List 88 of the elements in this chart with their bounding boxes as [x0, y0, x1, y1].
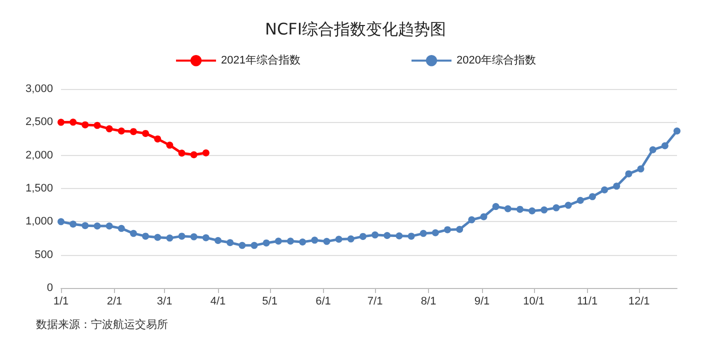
y-tick-label: 2,000: [25, 149, 53, 162]
point: [468, 216, 476, 224]
point: [106, 125, 113, 132]
point: [106, 222, 113, 230]
point: [408, 232, 415, 240]
point: [661, 142, 668, 150]
point: [588, 193, 596, 200]
point: [154, 135, 162, 142]
point: [130, 230, 137, 237]
point: [480, 213, 488, 220]
point: [166, 234, 174, 242]
point: [432, 229, 439, 236]
point: [372, 231, 379, 238]
point: [82, 222, 89, 230]
y-tick-label: 500: [34, 248, 53, 261]
y-tick-label: 1,000: [25, 216, 53, 228]
y-tick-label: 2,500: [25, 116, 53, 128]
x-tick-label: 11/1: [576, 296, 598, 308]
point: [637, 165, 644, 172]
x-tick-label: 7/1: [367, 296, 383, 308]
point: [190, 151, 198, 158]
x-tick-label: 3/1: [156, 296, 172, 308]
x-tick-label: 4/1: [210, 296, 226, 308]
point: [396, 232, 403, 240]
source-note: 数据来源：宁波航运交易所: [36, 318, 168, 331]
point: [94, 122, 101, 129]
point: [82, 121, 89, 128]
point: [286, 238, 294, 245]
point: [347, 235, 354, 242]
chart-title: NCFI综合指数变化趋势图: [264, 20, 446, 38]
y-tick-label: 3,000: [25, 83, 53, 95]
legend-label: 2021年综合指数: [221, 54, 301, 67]
point: [58, 218, 64, 226]
point: [335, 236, 342, 243]
x-tick-label: 1/1: [53, 296, 69, 308]
point: [202, 149, 210, 156]
point: [540, 206, 548, 214]
point: [190, 233, 198, 240]
point: [504, 205, 512, 212]
point: [118, 224, 125, 232]
x-tick-label: 8/1: [420, 296, 436, 308]
point: [70, 118, 77, 126]
x-tick-label: 5/1: [262, 296, 278, 308]
point: [94, 222, 101, 230]
point: [202, 234, 210, 242]
point: [58, 118, 64, 126]
x-tick-label: 9/1: [474, 296, 490, 308]
x-tick-label: 12/1: [628, 296, 650, 308]
point: [528, 207, 536, 214]
point: [250, 242, 258, 249]
point: [576, 196, 584, 204]
y-tick-label: 1,500: [25, 182, 53, 194]
x-tick-label: 6/1: [316, 296, 331, 308]
point: [311, 236, 318, 244]
point: [601, 186, 608, 194]
point: [613, 182, 620, 190]
point: [625, 170, 632, 178]
point: [359, 232, 366, 240]
point: [384, 232, 391, 240]
point: [262, 239, 270, 246]
point: [299, 238, 306, 246]
point: [238, 242, 246, 249]
point: [564, 202, 572, 209]
point: [130, 128, 137, 136]
point: [274, 238, 282, 245]
point: [178, 150, 186, 157]
point: [226, 239, 234, 246]
point: [178, 232, 186, 240]
point: [456, 226, 464, 233]
y-tick-label: 0: [46, 282, 53, 294]
x-tick-label: 10/1: [523, 296, 544, 308]
point: [649, 146, 656, 154]
point: [118, 127, 125, 134]
point: [154, 234, 162, 241]
point: [674, 127, 680, 134]
point: [214, 237, 222, 244]
point: [516, 206, 524, 213]
point: [492, 203, 500, 210]
point: [70, 220, 77, 228]
point: [552, 204, 560, 212]
point: [420, 230, 427, 237]
point: [142, 130, 150, 137]
point: [166, 142, 174, 149]
x-tick-label: 2/1: [106, 296, 122, 308]
point: [323, 238, 330, 245]
legend-label: 2020年综合指数: [456, 54, 536, 67]
point: [142, 232, 150, 240]
point: [444, 226, 452, 234]
